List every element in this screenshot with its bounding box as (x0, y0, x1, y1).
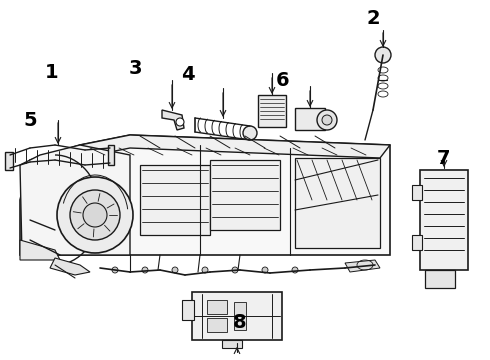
Polygon shape (20, 145, 130, 255)
Bar (192, 292, 282, 340)
Bar (108, 145, 114, 165)
Circle shape (70, 190, 120, 240)
Bar (140, 165, 210, 235)
Bar (412, 235, 422, 250)
Bar (412, 185, 422, 200)
Polygon shape (20, 135, 390, 255)
Circle shape (262, 267, 268, 273)
Bar (210, 160, 280, 230)
Circle shape (243, 126, 257, 140)
Polygon shape (20, 240, 60, 260)
Bar (207, 300, 227, 314)
Text: 7: 7 (436, 148, 450, 167)
Circle shape (232, 267, 238, 273)
Text: 5: 5 (23, 111, 37, 130)
Bar (207, 318, 227, 332)
Bar (234, 302, 246, 330)
Text: 4: 4 (181, 66, 195, 85)
Circle shape (375, 47, 391, 63)
Circle shape (57, 177, 133, 253)
Bar (295, 158, 380, 248)
Text: 6: 6 (276, 71, 290, 90)
Circle shape (142, 267, 148, 273)
Bar (258, 95, 286, 127)
Circle shape (112, 267, 118, 273)
Polygon shape (162, 110, 184, 130)
Circle shape (176, 118, 184, 126)
Bar (182, 300, 194, 320)
Text: 1: 1 (45, 63, 59, 82)
Bar (222, 340, 242, 348)
Bar (5, 152, 13, 170)
Polygon shape (345, 260, 380, 272)
Text: 3: 3 (128, 58, 142, 77)
Text: 2: 2 (366, 9, 380, 27)
Polygon shape (80, 135, 390, 158)
Circle shape (317, 110, 337, 130)
Polygon shape (50, 258, 90, 275)
Circle shape (202, 267, 208, 273)
Bar (295, 108, 325, 130)
Bar (425, 270, 455, 288)
Bar (420, 170, 468, 270)
Circle shape (292, 267, 298, 273)
Circle shape (322, 115, 332, 125)
Circle shape (172, 267, 178, 273)
Text: 8: 8 (233, 312, 247, 332)
Circle shape (83, 203, 107, 227)
